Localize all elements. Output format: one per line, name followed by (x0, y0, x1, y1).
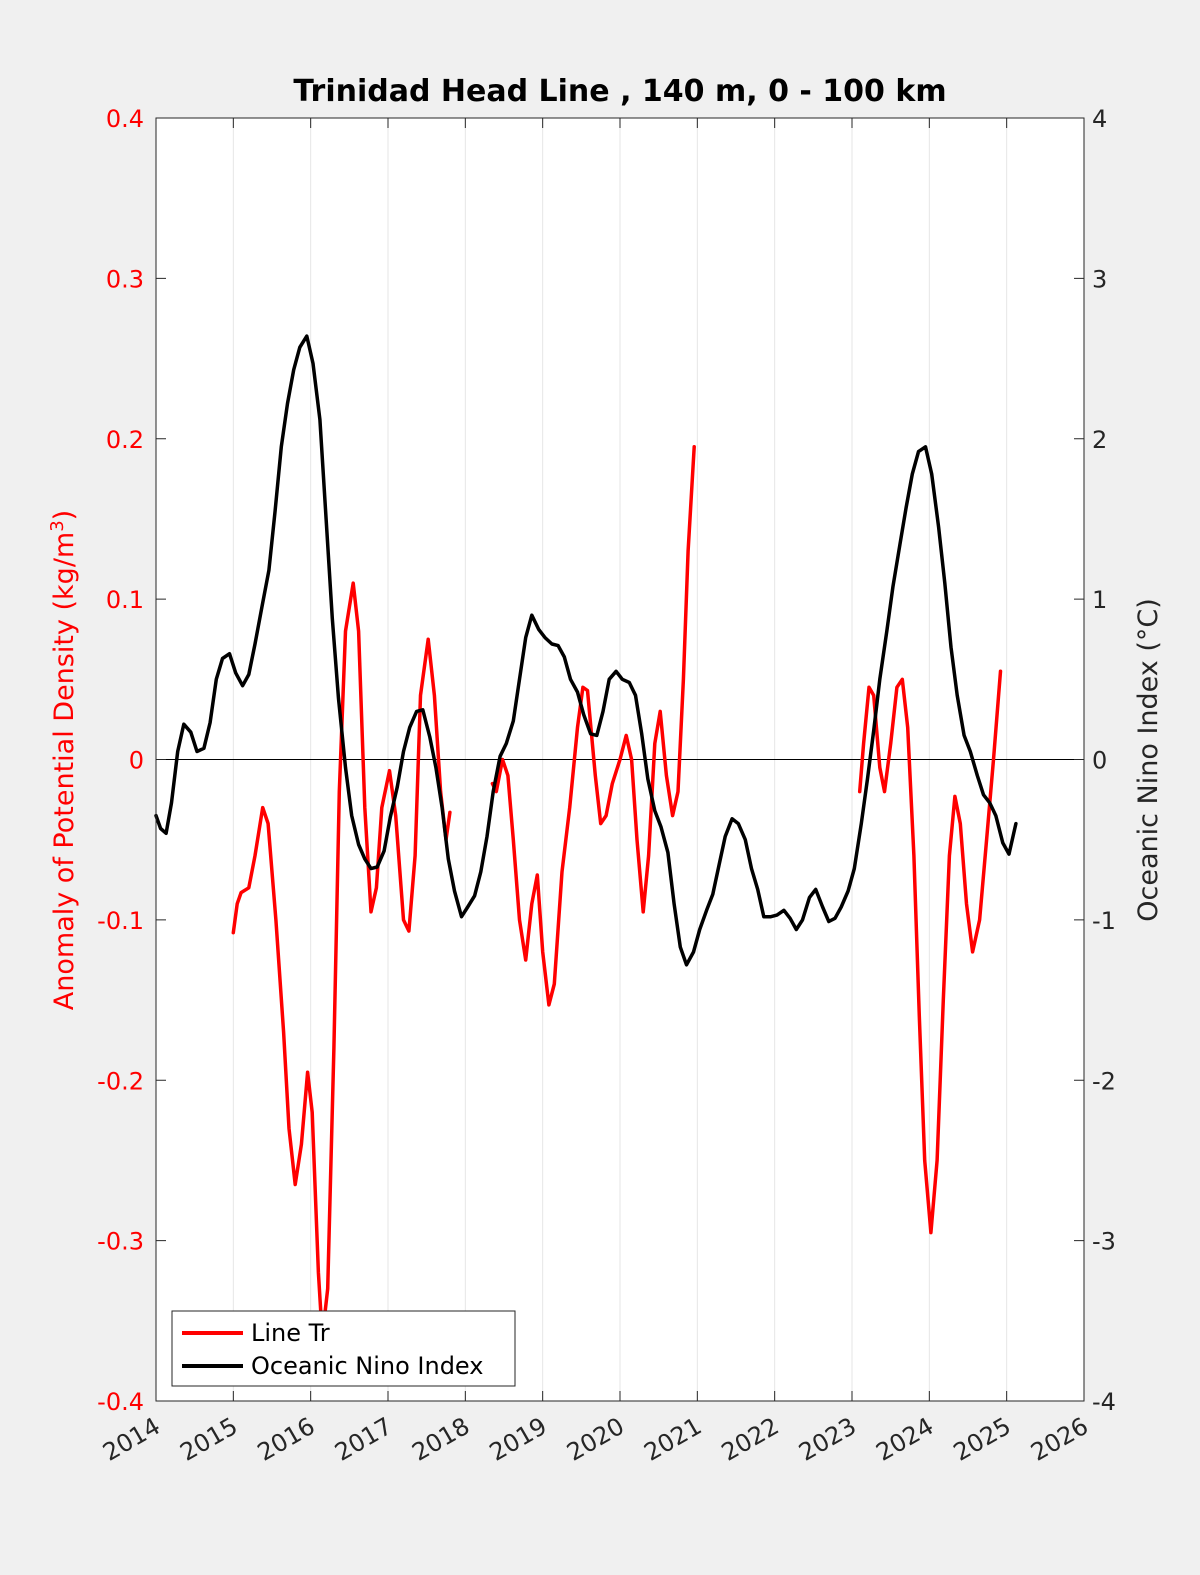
series-line-tr-segment-1 (490, 445, 696, 1007)
x-tick-label: 2017 (330, 1412, 397, 1467)
series-oceanic-nino-index-segment-0 (154, 334, 1018, 967)
y-right-tick-label: -3 (1092, 1228, 1116, 1256)
x-tick-label: 2021 (639, 1412, 706, 1467)
y-right-tick-label: -1 (1092, 907, 1116, 935)
y-right-tick-label: 1 (1092, 586, 1107, 614)
y-right-tick-label: 0 (1092, 747, 1107, 775)
y-axis-left-label-sup: 3 (47, 520, 68, 531)
legend-label-line-tr: Line Tr (251, 1319, 330, 1347)
series-line-tr-segment-2 (857, 669, 1003, 1235)
y-right-tick-label: -4 (1092, 1388, 1116, 1416)
y-left-tick-label: 0.4 (106, 105, 144, 133)
y-right-tick-label: -2 (1092, 1067, 1116, 1095)
series-line-tr-segment-0 (231, 581, 452, 1339)
legend-label-oni: Oceanic Nino Index (251, 1352, 483, 1380)
y-left-tick-label: 0.1 (106, 586, 144, 614)
legend-box (171, 1310, 516, 1387)
y-left-tick-label: -0.3 (97, 1228, 144, 1256)
x-tick-label: 2025 (949, 1412, 1016, 1467)
y-left-tick-label: -0.2 (97, 1067, 144, 1095)
y-axis-right-label: Oceanic Nino Index (°C) (1133, 598, 1164, 922)
x-tick-label: 2023 (794, 1412, 861, 1467)
x-tick-label: 2015 (175, 1412, 242, 1467)
y-left-tick-label: 0.3 (106, 265, 144, 293)
x-tick-label: 2016 (253, 1412, 320, 1467)
y-left-tick-label: -0.4 (97, 1388, 144, 1416)
y-left-tick-label: 0 (129, 747, 144, 775)
y-right-tick-label: 2 (1092, 426, 1107, 454)
x-tick-label: 2020 (562, 1412, 629, 1467)
y-axis-left-label: Anomaly of Potential Density (kg/m3) (47, 510, 80, 1010)
chart-title: Trinidad Head Line , 140 m, 0 - 100 km (293, 74, 946, 109)
y-left-tick-label: 0.2 (106, 426, 144, 454)
left-axis: -0.4 -0.3 -0.2 -0.1 0 0.1 0.2 0.3 0.4 (97, 105, 166, 1416)
y-right-tick-label: 3 (1092, 265, 1107, 293)
x-tick-label: 2024 (871, 1412, 938, 1467)
right-axis: -4 -3 -2 -1 0 1 2 3 4 (1074, 105, 1116, 1416)
y-left-tick-label: -0.1 (97, 907, 144, 935)
y-axis-left-label-main: Anomaly of Potential Density (kg/m (49, 532, 80, 1010)
y-axis-left-label-end: ) (49, 510, 80, 521)
x-tick-label: 2018 (407, 1412, 474, 1467)
x-tick-label: 2022 (717, 1412, 784, 1467)
series-layer (154, 334, 1018, 1339)
legend: Line Tr Oceanic Nino Index (171, 1310, 516, 1387)
y-right-tick-label: 4 (1092, 105, 1107, 133)
x-tick-label: 2019 (485, 1412, 552, 1467)
x-tick-label: 2026 (1026, 1412, 1093, 1467)
x-tick-label: 2014 (98, 1412, 165, 1467)
